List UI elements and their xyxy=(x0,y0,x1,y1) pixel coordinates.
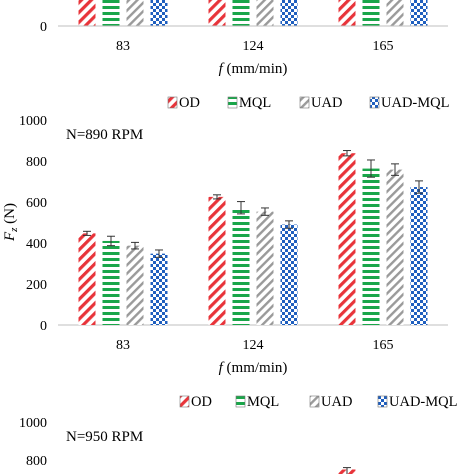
legend-label-uad-mql: UAD-MQL xyxy=(389,394,457,410)
y-tick-890-400: 400 xyxy=(26,237,47,252)
legend-label-uad-mql: UAD-MQL xyxy=(381,95,449,111)
panel-top: 0 83 124 165 f (mm/min) xyxy=(40,0,448,77)
x-tick-top-165: 165 xyxy=(373,39,394,54)
bar-uad-mql-124 xyxy=(280,0,298,26)
legend-label-mql: MQL xyxy=(247,394,279,410)
panel-top-bars xyxy=(78,0,428,26)
annotation-950: N=950 RPM xyxy=(66,429,143,445)
bar-uad-mql-165 xyxy=(410,187,428,325)
legend-swatch-od xyxy=(179,395,190,408)
bar-od-83 xyxy=(78,233,96,325)
bar-uad-124 xyxy=(256,211,274,325)
legend-swatch-uad xyxy=(309,395,320,408)
bar-mql-83 xyxy=(102,240,120,325)
bar-mql-124 xyxy=(232,207,250,325)
bar-uad-165 xyxy=(386,0,404,26)
legend-swatch-mql xyxy=(227,96,238,109)
bar-uad-124 xyxy=(256,0,274,26)
bars-890 xyxy=(78,150,428,325)
y-tick-890-600: 600 xyxy=(26,196,47,211)
bar-uad-mql-165 xyxy=(410,0,428,26)
legend-swatch-od xyxy=(167,96,178,109)
annotation-890: N=890 RPM xyxy=(66,127,143,143)
bar-od-124 xyxy=(208,0,226,26)
bar-uad-83 xyxy=(126,245,144,325)
x-axis-label-top: f (mm/min) xyxy=(219,61,288,77)
legend-label-od: OD xyxy=(179,95,200,111)
legend-label-mql: MQL xyxy=(239,95,271,111)
bar-uad-165 xyxy=(386,169,404,325)
y-axis-label-890: Fz (N) xyxy=(2,203,20,242)
legend-swatch-uad-mql xyxy=(369,96,380,109)
x-tick-890-124: 124 xyxy=(243,338,264,353)
bar-od-165 xyxy=(338,0,356,26)
bars-950 xyxy=(338,467,356,474)
y-tick-950-800: 800 xyxy=(26,454,47,469)
bar-uad-mql-83 xyxy=(150,0,168,26)
panel-950: OD MQL UAD UAD-MQL 800 1000 N=950 RPM xyxy=(19,394,457,474)
y-tick-890-800: 800 xyxy=(26,155,47,170)
bar-mql-165 xyxy=(362,168,380,325)
x-tick-top-124: 124 xyxy=(243,39,264,54)
x-tick-890-83: 83 xyxy=(116,338,130,353)
bar-uad-mql-124 xyxy=(280,224,298,325)
legend-950: OD MQL UAD UAD-MQL xyxy=(179,394,457,410)
legend-swatch-mql xyxy=(235,395,246,408)
y-tick-top-0: 0 xyxy=(40,20,47,35)
legend-swatch-uad xyxy=(299,96,310,109)
bar-uad-mql-83 xyxy=(150,253,168,325)
bar-mql-165 xyxy=(362,0,380,26)
bar-od-124 xyxy=(208,196,226,325)
bar-od-165 xyxy=(338,153,356,325)
legend-label-od: OD xyxy=(191,394,212,410)
legend-swatch-uad-mql xyxy=(377,395,388,408)
x-tick-890-165: 165 xyxy=(373,338,394,353)
x-tick-top-83: 83 xyxy=(116,39,130,54)
y-ticks-950: 800 1000 xyxy=(19,416,47,469)
legend-label-uad: UAD xyxy=(311,95,342,111)
y-tick-950-1000: 1000 xyxy=(19,416,47,431)
y-tick-890-1000: 1000 xyxy=(19,114,47,129)
bar-uad-83 xyxy=(126,0,144,26)
bar-mql-83 xyxy=(102,0,120,26)
panel-890: OD MQL UAD UAD-MQL 0 200 400 600 800 1000 N=890 … xyxy=(2,95,449,376)
bar-od-83 xyxy=(78,0,96,26)
legend-890: OD MQL UAD UAD-MQL xyxy=(167,95,449,111)
y-ticks-890: 0 200 400 600 800 1000 xyxy=(19,114,47,334)
legend-label-uad: UAD xyxy=(321,394,352,410)
x-axis-label-890: f (mm/min) xyxy=(219,360,288,376)
y-tick-890-200: 200 xyxy=(26,278,47,293)
y-tick-890-0: 0 xyxy=(40,319,47,334)
bar-mql-124 xyxy=(232,0,250,26)
